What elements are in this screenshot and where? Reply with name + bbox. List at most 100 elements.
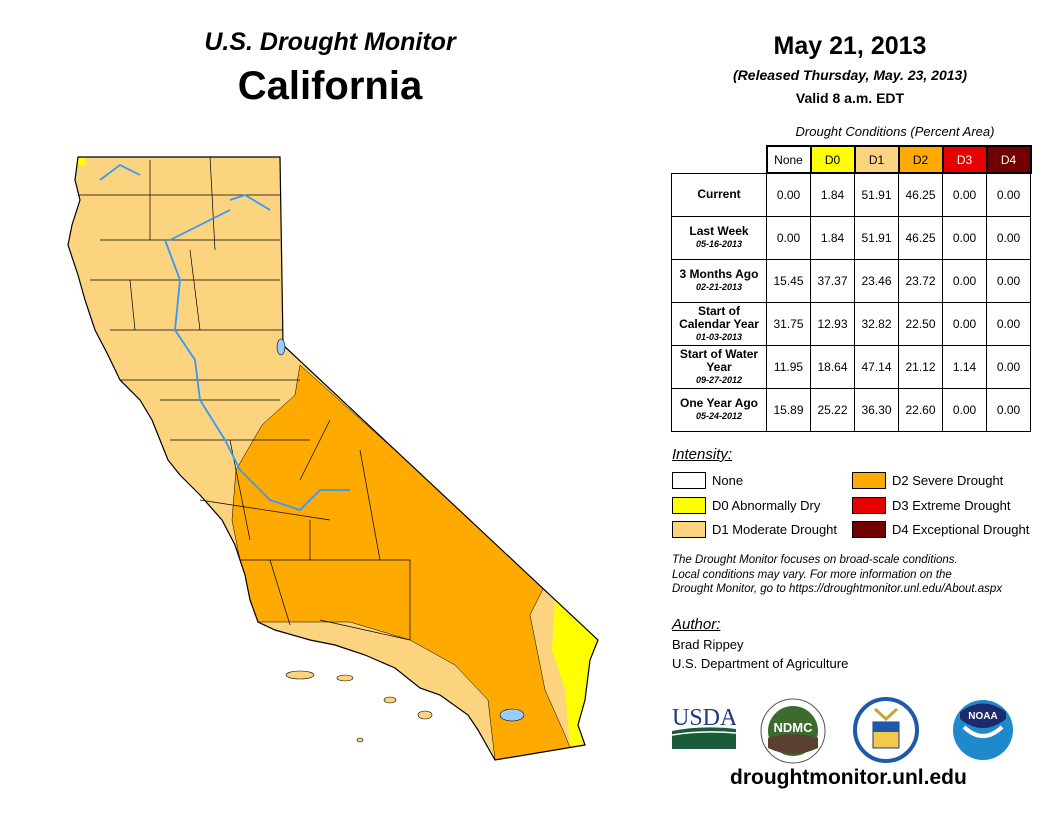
row-date: 01-03-2013 <box>695 331 743 342</box>
table-cell: 51.91 <box>854 216 899 260</box>
disclaimer-note: The Drought Monitor focuses on broad-sca… <box>672 553 1002 597</box>
table-cell: 0.00 <box>942 172 987 217</box>
author-label: Author: <box>672 616 721 633</box>
legend-title: Intensity: <box>672 446 733 463</box>
row-label: One Year Ago 05-24-2012 <box>671 388 767 432</box>
table-cell: 1.84 <box>810 172 855 217</box>
table-cell: 15.45 <box>766 259 811 303</box>
row-label: Last Week 05-16-2013 <box>671 216 767 260</box>
table-cell: 0.00 <box>986 216 1031 260</box>
release-date: (Released Thursday, May. 23, 2013) <box>733 67 967 83</box>
table-cell: 32.82 <box>854 302 899 346</box>
row-date: 05-16-2013 <box>695 239 743 249</box>
table-cell: 51.91 <box>854 172 899 217</box>
row-label-text: 3 Months Ago <box>679 267 759 281</box>
valid-time: Valid 8 a.m. EDT <box>795 90 905 106</box>
legend-swatch <box>852 497 886 514</box>
table-cell: 0.00 <box>986 302 1031 346</box>
legend-label: D2 Severe Drought <box>892 473 1004 488</box>
row-label-text: One Year Ago <box>679 396 759 410</box>
author-org: U.S. Department of Agriculture <box>672 656 849 671</box>
legend-item: D3 Extreme Drought <box>852 497 1011 514</box>
table-row: Start of Calendar Year 01-03-2013 31.75 12.… <box>671 302 1031 346</box>
table-cell: 0.00 <box>942 388 987 432</box>
channel-islands <box>285 670 433 743</box>
legend-item: D1 Moderate Drought <box>672 521 837 538</box>
col-d3: D3 <box>941 145 988 174</box>
row-label-text: Current <box>697 187 741 202</box>
row-date: 05-24-2012 <box>695 411 743 421</box>
table-cell: 47.14 <box>854 345 899 389</box>
state-name: California <box>237 64 423 108</box>
author-name: Brad Rippey <box>672 637 744 652</box>
table-cell: 0.00 <box>986 172 1031 217</box>
table-cell: 0.00 <box>766 216 811 260</box>
table-cell: 23.46 <box>854 259 899 303</box>
note-line: Local conditions may vary. For more info… <box>672 568 952 581</box>
table-cell: 22.60 <box>898 388 943 432</box>
commerce-seal <box>853 697 919 763</box>
table-row: Last Week 05-16-2013 0.00 1.84 51.91 46.25 0.0… <box>671 216 1031 260</box>
legend-item: D2 Severe Drought <box>852 472 1003 489</box>
table-cell: 11.95 <box>766 345 811 389</box>
table-cell: 0.00 <box>986 345 1031 389</box>
row-label: 3 Months Ago 02-21-2013 <box>671 259 767 303</box>
ndmc-logo: NDMC <box>760 698 826 764</box>
legend-swatch <box>672 521 706 538</box>
legend-label: D3 Extreme Drought <box>892 498 1011 513</box>
table-cell: 18.64 <box>810 345 855 389</box>
table-cell: 36.30 <box>854 388 899 432</box>
table-cell: 12.93 <box>810 302 855 346</box>
row-label: Start of Water Year 09-27-2012 <box>671 345 767 389</box>
row-label: Current <box>671 172 767 217</box>
legend-swatch <box>672 472 706 489</box>
svg-text:NOAA: NOAA <box>968 711 997 722</box>
col-d1: D1 <box>853 145 900 174</box>
legend-swatch <box>672 497 706 514</box>
table-cell: 0.00 <box>942 259 987 303</box>
legend-label: D0 Abnormally Dry <box>712 498 821 513</box>
legend-swatch <box>852 472 886 489</box>
table-cell: 0.00 <box>942 302 987 346</box>
lake-tahoe <box>276 338 286 356</box>
table-cell: 1.14 <box>942 345 987 389</box>
rivers <box>99 163 350 512</box>
county-borders <box>78 156 411 641</box>
salton-sea <box>499 708 525 722</box>
table-cell: 46.25 <box>898 216 943 260</box>
map-title: U.S. Drought Monitor <box>204 28 456 56</box>
col-d2: D2 <box>897 145 944 174</box>
legend-swatch <box>852 521 886 538</box>
table-cell: 0.00 <box>986 259 1031 303</box>
table-row: Start of Water Year 09-27-2012 11.95 18.64 4… <box>671 345 1031 389</box>
col-d0: D0 <box>809 145 856 174</box>
table-cell: 0.00 <box>942 216 987 260</box>
legend-item: D4 Exceptional Drought <box>852 521 1029 538</box>
row-label-text: Last Week <box>689 224 749 238</box>
table-cell: 0.00 <box>766 172 811 217</box>
legend-label: None <box>712 473 744 488</box>
table-cell: 31.75 <box>766 302 811 346</box>
d2-region <box>231 364 576 760</box>
table-caption: Drought Conditions (Percent Area) <box>795 124 995 139</box>
table-row: 3 Months Ago 02-21-2013 15.45 37.37 23.46 23.… <box>671 259 1031 303</box>
legend-label: D4 Exceptional Drought <box>892 522 1030 537</box>
table-cell: 23.72 <box>898 259 943 303</box>
website-url[interactable]: droughtmonitor.unl.edu <box>730 766 967 789</box>
row-date: 09-27-2012 <box>695 374 743 385</box>
table-cell: 22.50 <box>898 302 943 346</box>
row-label: Start of Calendar Year 01-03-2013 <box>671 302 767 346</box>
drought-conditions-table: None D0 D1 D2 D3 D4 Current 0.00 1.84 51.91… <box>671 145 1032 432</box>
legend-label: D1 Moderate Drought <box>712 522 838 537</box>
table-cell: 21.12 <box>898 345 943 389</box>
table-cell: 37.37 <box>810 259 855 303</box>
table-row: One Year Ago 05-24-2012 15.89 25.22 36.30 22.… <box>671 388 1031 432</box>
row-label-text: Start of Water Year <box>679 346 759 374</box>
table-cell: 0.00 <box>986 388 1031 432</box>
row-date: 02-21-2013 <box>695 282 743 292</box>
note-line: Drought Monitor, go to https://droughtmo… <box>672 583 1003 595</box>
col-none: None <box>765 145 812 174</box>
svg-text:USDA: USDA <box>672 705 736 731</box>
legend-item: D0 Abnormally Dry <box>672 497 820 514</box>
table-cell: 25.22 <box>810 388 855 432</box>
